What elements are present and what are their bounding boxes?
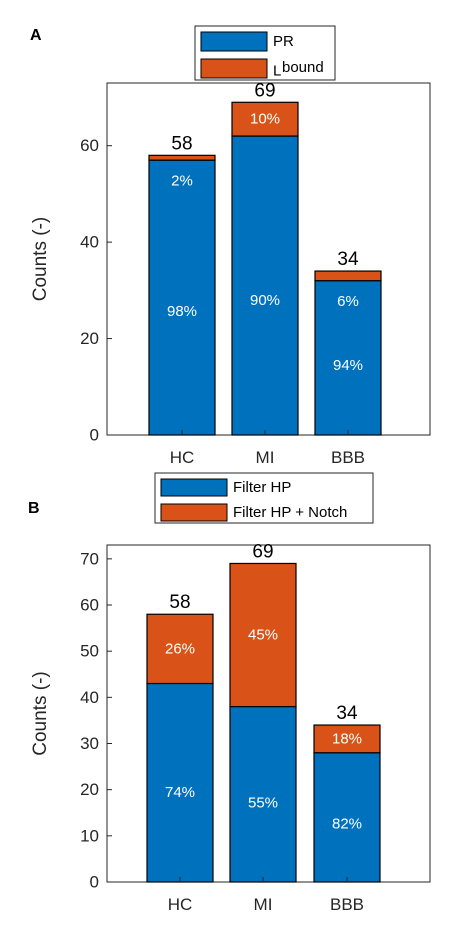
data-label: 55% [248, 795, 278, 812]
x-tick-label: BBB [330, 895, 364, 914]
y-tick-label: 40 [80, 688, 99, 707]
data-label: 6% [337, 293, 359, 310]
data-label: 26% [165, 640, 195, 657]
legend-label: Filter HP [233, 479, 291, 496]
legend: PR L bound [194, 25, 336, 81]
bar-total-label: 58 [171, 133, 192, 154]
bar-segment [231, 101, 299, 137]
x-tick-label: MI [256, 448, 275, 467]
bar-segment [148, 154, 216, 161]
bar-total-label: 58 [169, 592, 190, 613]
y-axis-label: Counts (-) [30, 671, 51, 755]
y-tick-label: 60 [80, 136, 99, 155]
y-tick-label: 20 [80, 780, 99, 799]
legend-label-superscript: bound [282, 59, 324, 76]
bar-segment [314, 270, 382, 282]
bar-segment [313, 752, 381, 883]
legend: Filter HP Filter HP + Notch [154, 472, 374, 524]
bar-segment [146, 613, 214, 685]
y-tick-label: 30 [80, 734, 99, 753]
data-label: 94% [333, 357, 363, 374]
y-tick-label: 0 [90, 426, 99, 445]
bar-total-label: 69 [252, 541, 273, 562]
x-tick-label: HC [168, 895, 193, 914]
legend-swatch [160, 503, 228, 522]
legend-label: PR [273, 33, 294, 50]
data-label: 45% [248, 627, 278, 644]
legend-swatch [200, 31, 268, 52]
data-label: 18% [332, 730, 362, 747]
y-tick-label: 60 [80, 596, 99, 615]
bar-segment [229, 562, 297, 708]
x-tick-label: BBB [331, 448, 365, 467]
x-tick-label: MI [254, 895, 273, 914]
bar-segment [231, 135, 299, 436]
y-tick-label: 0 [90, 873, 99, 892]
bar-total-label: 34 [337, 249, 359, 270]
data-label: 74% [165, 784, 195, 801]
chart-panel-a: 98% 2% 58 HC 90% 10% 69 MI 94% 6% 34 BBB 0 20 40 60 Coun… [30, 25, 431, 467]
bar-total-label: 69 [254, 80, 275, 101]
data-label: 2% [171, 173, 193, 190]
bar-total-label: 34 [336, 703, 358, 724]
panel-label: A [30, 27, 42, 44]
legend-swatch [160, 478, 228, 497]
legend-swatch [200, 58, 268, 79]
y-tick-label: 70 [80, 549, 99, 568]
data-label: 82% [332, 815, 362, 832]
legend-label: Filter HP + Notch [233, 504, 347, 521]
bar-segment [313, 724, 381, 754]
y-axis-label: Counts (-) [30, 217, 51, 301]
panel-label: B [28, 500, 40, 517]
data-label: 10% [250, 111, 280, 128]
bar-segment [148, 159, 216, 436]
bar-segment [314, 280, 382, 436]
y-tick-label: 20 [80, 329, 99, 348]
x-tick-label: HC [170, 448, 195, 467]
legend-label-subscript: L [273, 63, 281, 80]
chart-panel-b: 74% 26% 58 HC 55% 45% 69 MI 82% 18% 34 BBB 0 10 20 30 40… [28, 472, 431, 914]
y-tick-label: 50 [80, 642, 99, 661]
data-label: 90% [250, 292, 280, 309]
y-tick-label: 40 [80, 233, 99, 252]
y-tick-label: 10 [80, 826, 99, 845]
data-label: 98% [167, 303, 197, 320]
bar-segment [146, 682, 214, 883]
